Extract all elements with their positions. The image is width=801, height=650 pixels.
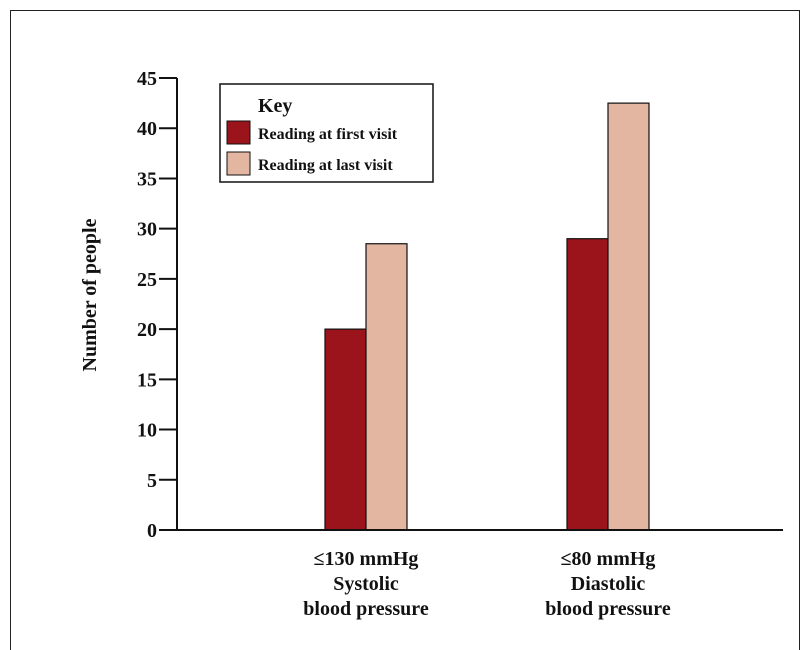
bar-last-visit-1 — [365, 243, 408, 531]
y-tick-label: 0 — [147, 520, 157, 542]
y-tick-label: 35 — [137, 168, 157, 190]
bars-group — [324, 102, 650, 531]
legend-label-last-visit: Reading at last visit — [258, 157, 393, 174]
legend-box — [219, 83, 434, 183]
y-tick-label: 20 — [137, 319, 157, 341]
x-category-label: Systolic — [333, 573, 399, 595]
bar-first-visit-1 — [324, 328, 367, 531]
x-category-label: ≤130 mmHg — [314, 548, 419, 570]
y-axis: 0 5 10 15 20 25 30 35 40 45 — [137, 68, 178, 542]
legend-swatch-first-visit — [226, 120, 251, 145]
legend-title: Key — [258, 95, 292, 117]
y-tick-label: 25 — [137, 269, 157, 291]
x-category-labels: ≤130 mmHg Systolic blood pressure ≤80 mmHg D… — [303, 548, 671, 620]
bar-first-visit-2 — [566, 238, 609, 531]
y-tick-label: 10 — [137, 420, 157, 442]
x-category-label: ≤80 mmHg — [561, 548, 656, 570]
y-tick-label: 15 — [137, 369, 157, 391]
y-axis-label: Number of people — [79, 218, 101, 371]
x-category-label: blood pressure — [545, 598, 671, 620]
legend-swatch-last-visit — [226, 151, 251, 176]
legend-label-first-visit: Reading at first visit — [258, 126, 398, 143]
y-tick-label: 30 — [137, 219, 157, 241]
legend: Key Reading at first visit Reading at la… — [219, 83, 434, 183]
y-tick-label: 5 — [147, 470, 157, 492]
y-tick-label: 40 — [137, 118, 157, 140]
chart-frame — [10, 10, 800, 650]
bar-chart: 0 5 10 15 20 25 30 35 40 45 ≤130 mmHg Systolic bloo… — [79, 68, 783, 620]
x-category-label: blood pressure — [303, 598, 429, 620]
y-tick-label: 45 — [137, 68, 157, 90]
bar-last-visit-2 — [607, 102, 650, 531]
x-category-label: Diastolic — [571, 573, 646, 595]
